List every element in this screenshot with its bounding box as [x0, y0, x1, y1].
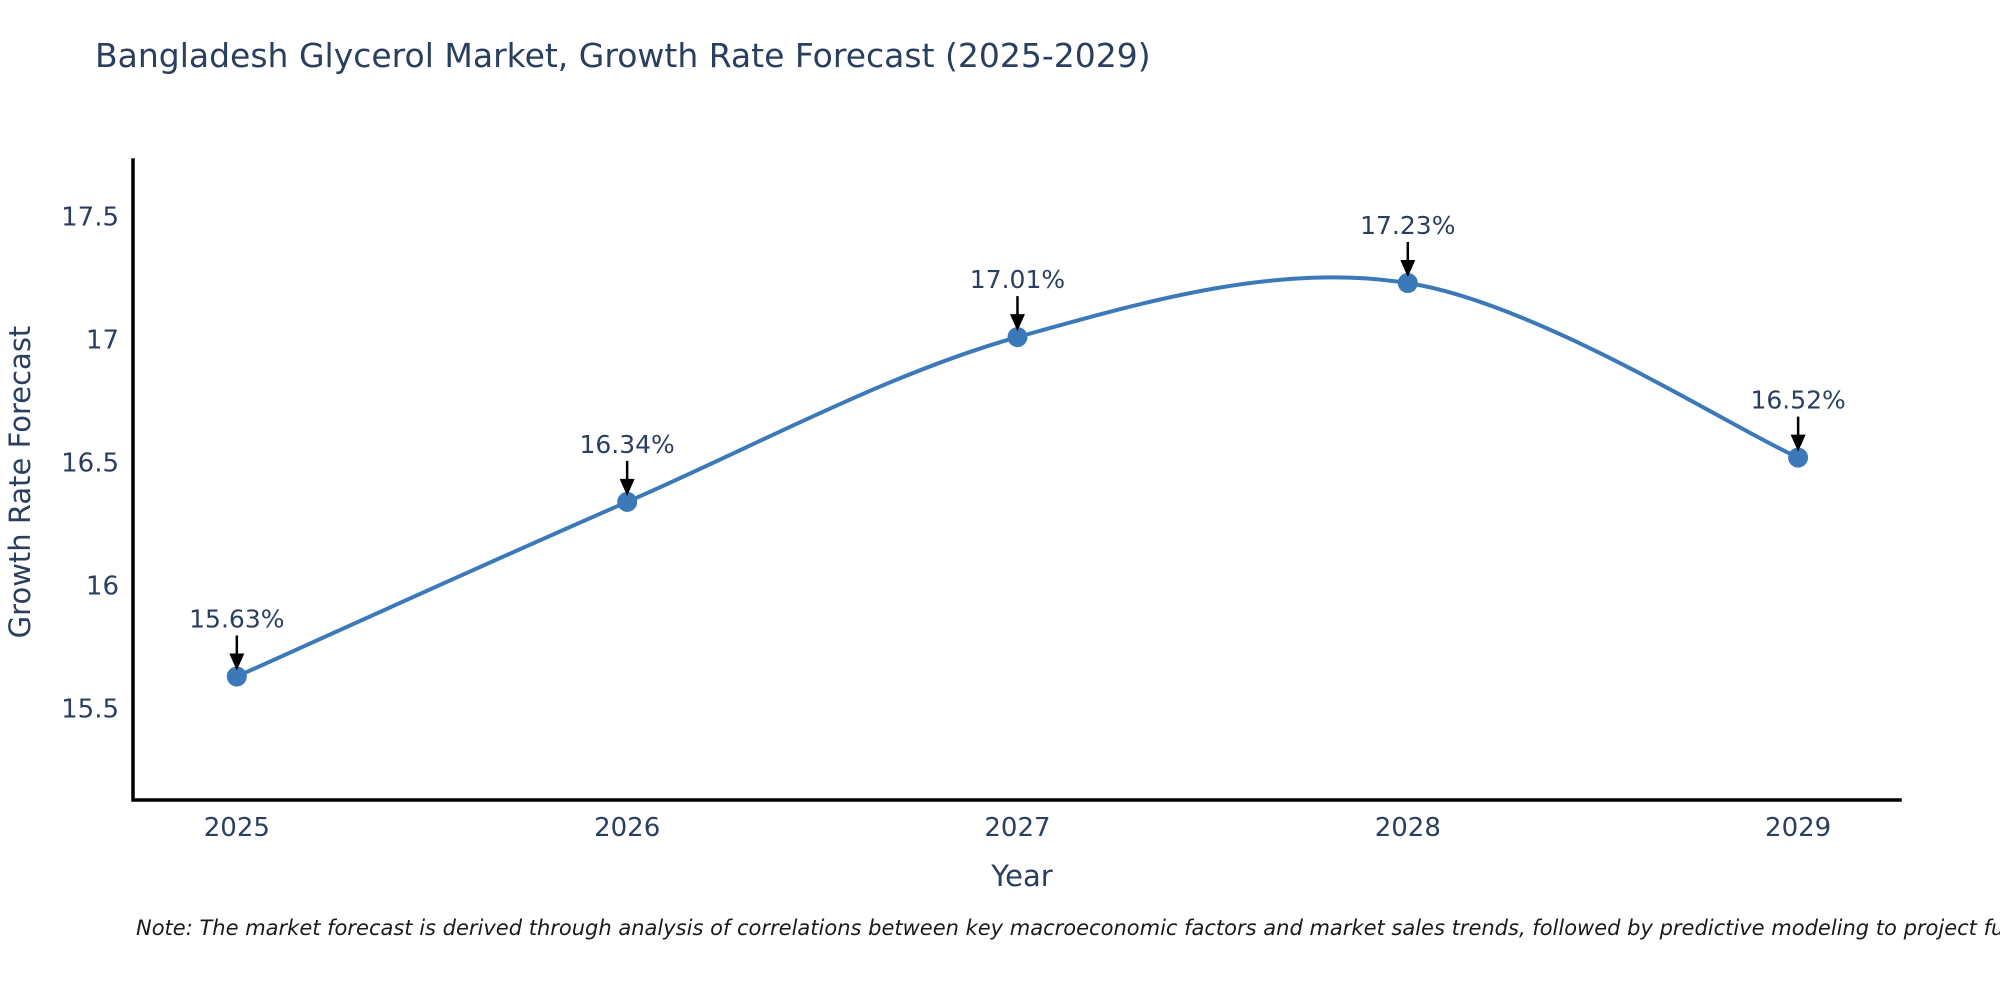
annotation-label-2028: 17.23%	[1360, 211, 1455, 240]
data-point-2026[interactable]	[617, 491, 638, 512]
y-tick-label: 17.5	[61, 203, 119, 233]
y-axis-title: Growth Rate Forecast	[3, 326, 37, 639]
annotation-label-2026: 16.34%	[579, 430, 674, 459]
annotation-arrowhead-icon	[1009, 314, 1025, 332]
footnote: Note: The market forecast is derived thr…	[136, 916, 2000, 940]
annotation-arrowhead-icon	[1790, 434, 1806, 452]
x-tick-label: 2028	[1375, 813, 1441, 843]
y-tick-label: 15.5	[61, 695, 119, 725]
x-tick-label: 2025	[204, 813, 270, 843]
x-tick-label: 2029	[1765, 813, 1831, 843]
data-point-2025[interactable]	[226, 666, 247, 687]
x-tick-label: 2026	[594, 813, 660, 843]
annotation-arrowhead-icon	[619, 478, 635, 496]
annotation-arrowhead-icon	[1400, 259, 1416, 277]
x-tick-label: 2027	[984, 813, 1050, 843]
plot-area: 15.5 16 16.5 17 17.5 2025 2026 2027 2028 2029 15.6…	[61, 158, 1902, 843]
y-tick-label: 16.5	[61, 449, 119, 479]
data-point-2028[interactable]	[1397, 273, 1418, 293]
annotation-label-2027: 17.01%	[970, 265, 1065, 294]
data-point-2029[interactable]	[1788, 447, 1809, 468]
data-point-2027[interactable]	[1007, 327, 1028, 348]
annotation-label-2025: 15.63%	[189, 605, 284, 634]
chart-title: Bangladesh Glycerol Market, Growth Rate …	[95, 36, 1151, 75]
x-axis-title: Year	[990, 859, 1052, 893]
annotation-label-2029: 16.52%	[1750, 386, 1845, 415]
annotation-arrowhead-icon	[229, 653, 245, 671]
y-tick-label: 16	[86, 572, 119, 602]
axis-lines	[131, 158, 1902, 802]
y-tick-label: 17	[86, 326, 119, 356]
